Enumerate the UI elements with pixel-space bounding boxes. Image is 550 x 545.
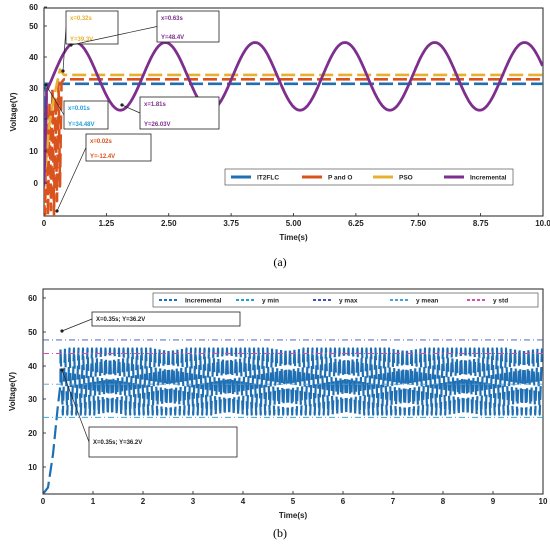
y-tick-label: 50 <box>28 328 37 337</box>
legend-label: PSO <box>399 175 413 182</box>
datatip-text: x=1.81s <box>144 102 167 108</box>
datatip-box <box>156 10 220 43</box>
x-tick-label: 0 <box>41 497 46 506</box>
x-tick-label: 5 <box>291 497 296 506</box>
y-tick-label: 40 <box>28 362 37 371</box>
x-tick-label: 7 <box>391 497 396 506</box>
legend-label: y max <box>339 298 358 305</box>
y-tick-label: 50 <box>29 22 38 31</box>
datatip-text: x=0.63s <box>161 16 184 22</box>
caption-a: (a) <box>273 255 286 269</box>
y-tick-label: 10 <box>29 147 38 156</box>
datatip-leader <box>56 147 87 212</box>
datatip: X=0.35s; Y=36.2V <box>60 368 238 458</box>
datatip-leader <box>61 369 90 443</box>
datatip-box <box>139 96 220 130</box>
x-tick-label: 3 <box>191 497 196 506</box>
datatip-marker <box>60 368 64 372</box>
legend-label: Incremental <box>185 298 222 305</box>
x-tick-label: 10 <box>539 497 548 506</box>
y-tick-label: 40 <box>29 53 38 62</box>
x-tick-label: 8 <box>441 497 446 506</box>
legend-label: Incremental <box>470 175 507 182</box>
x-axis-label: Time(s) <box>279 511 308 520</box>
chart-a: 0 1.25 2.50 3.75 5.00 6.25 7.50 8.75 10.0 0 10 20 30… <box>9 3 550 242</box>
datatip-text: Y=34.48V <box>68 122 95 128</box>
datatip-text: x=0.01s <box>68 106 91 112</box>
datatip-marker <box>55 209 59 213</box>
legend-label: y mean <box>416 298 438 305</box>
x-tick-label: 3.75 <box>223 219 239 228</box>
datatip: x=0.01s Y=34.48V <box>44 83 109 130</box>
x-tick-label: 1 <box>91 497 96 506</box>
y-tick-label: 60 <box>28 294 37 303</box>
datatip-marker <box>120 103 124 107</box>
datatip-leader <box>45 84 65 116</box>
x-tick-label: 4 <box>241 497 246 506</box>
x-tick-label: 1.25 <box>99 219 115 228</box>
datatip-text: x=0.32s <box>70 16 93 22</box>
datatip-marker <box>69 43 73 47</box>
datatip: x=0.63s Y=48.4V <box>69 10 220 47</box>
datatip-leader <box>61 318 93 332</box>
legend-label: IT2FLC <box>257 175 279 182</box>
datatip-text: X=0.35s; Y=36.2V <box>93 440 142 446</box>
y-tick-label: 20 <box>28 429 37 438</box>
y-axis-label: Voltage(V) <box>9 92 18 131</box>
x-tick-label: 0 <box>42 219 47 228</box>
x-tick-label: 6 <box>341 497 346 506</box>
datatip-box <box>91 311 241 327</box>
datatip-marker <box>44 83 48 87</box>
x-tick-label: 2 <box>141 497 146 506</box>
datatip-marker <box>61 69 65 73</box>
plot-area <box>43 339 543 494</box>
datatip-box <box>85 133 152 162</box>
series-line-pso <box>44 68 543 187</box>
datatip-box <box>63 100 109 130</box>
datatip-box <box>88 426 238 458</box>
datatip-leader <box>121 104 141 114</box>
y-tick-label: 10 <box>28 463 37 472</box>
datatip: x=1.81s Y=26.03V <box>120 96 220 130</box>
x-tick-label: 2.50 <box>161 219 177 228</box>
datatip-text: x=0.02s <box>90 139 113 145</box>
datatip-box <box>65 10 119 45</box>
legend-label: y min <box>262 298 279 305</box>
series-line-incremental <box>43 347 543 494</box>
datatip: x=0.02s Y=-12.4V <box>55 133 152 213</box>
legend-box <box>152 292 539 308</box>
x-tick-label: 9 <box>491 497 496 506</box>
datatip-text: Y=48.4V <box>161 35 184 41</box>
datatip-marker <box>60 329 64 333</box>
y-tick-label: 30 <box>29 84 38 93</box>
datatip-text: X=0.35s; Y=36.2V <box>96 317 145 323</box>
x-tick-label: 7.50 <box>410 219 426 228</box>
legend-label: P and O <box>328 175 352 182</box>
y-tick-label: 20 <box>29 115 38 124</box>
datatip-leader <box>62 27 67 72</box>
y-axis-label: Voltage(V) <box>8 372 17 411</box>
series-line-incremental <box>44 41 543 187</box>
datatip: x=0.32s Y=39.3V <box>61 10 119 73</box>
caption-b: (b) <box>273 526 287 540</box>
y-tick-label: 60 <box>29 3 38 12</box>
datatip-text: Y=26.03V <box>144 122 171 128</box>
x-tick-label: 5.00 <box>286 219 302 228</box>
y-tick-label: 30 <box>28 395 37 404</box>
datatip: X=0.35s; Y=36.2V <box>60 311 241 333</box>
x-tick-label: 8.75 <box>473 219 489 228</box>
x-tick-label: 10.0 <box>535 219 550 228</box>
datatip-leader <box>70 26 158 46</box>
x-tick-label: 6.25 <box>348 219 364 228</box>
legend-box <box>224 168 514 186</box>
chart-b: 0 1 2 3 4 5 6 7 8 9 10 10 20 30 40 50 60 Time(s) Voltage(V… <box>8 288 548 520</box>
datatip-text: Y=-12.4V <box>90 154 115 160</box>
datatip-text: Y=39.3V <box>70 37 93 43</box>
x-axis-label: Time(s) <box>279 233 308 242</box>
legend-label: y std <box>493 298 508 305</box>
y-tick-label: 0 <box>34 179 39 188</box>
